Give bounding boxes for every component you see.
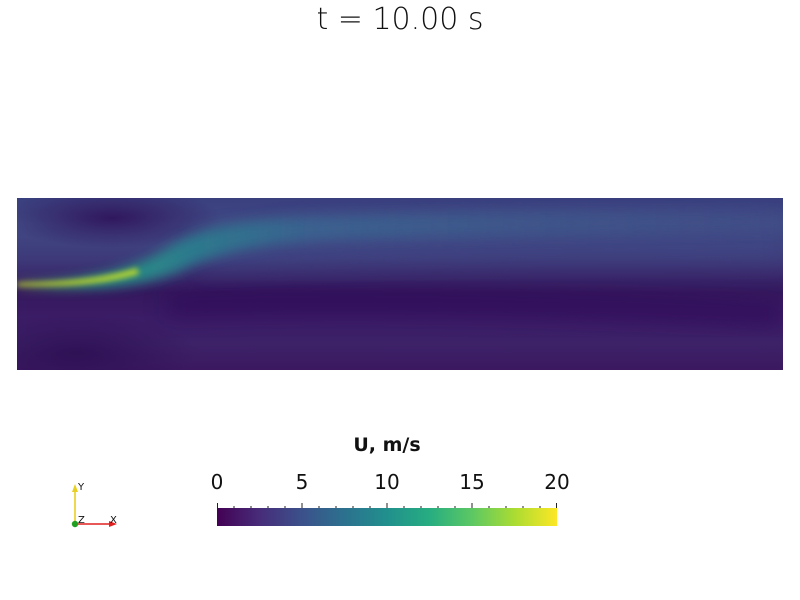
colorbar-tick-label: 15 [459, 470, 485, 494]
colorbar-tick-label: 20 [544, 470, 570, 494]
colorbar-gradient [217, 508, 557, 526]
y-axis-arrow-icon [72, 484, 78, 492]
colorbar [217, 508, 557, 526]
colorbar-ticks [217, 498, 557, 513]
z-axis-label: Z [78, 515, 85, 526]
time-annotation: t = 10.00 s [316, 2, 484, 37]
z-axis-dot-icon [71, 520, 79, 528]
x-axis-arrow-icon [109, 521, 117, 527]
colorbar-tick-label: 10 [374, 470, 400, 494]
y-axis-label: Y [77, 482, 85, 493]
colorbar-tick-label: 5 [295, 470, 309, 494]
colorbar-tick-label: 0 [210, 470, 224, 494]
orientation-axes: Y Z X [62, 480, 132, 535]
velocity-field-slice[interactable] [17, 198, 783, 370]
colorbar-tick-labels: 0 5 10 15 20 [211, 470, 570, 496]
x-axis-label: X [110, 515, 117, 526]
colorbar-title: U, m/s [353, 434, 421, 456]
